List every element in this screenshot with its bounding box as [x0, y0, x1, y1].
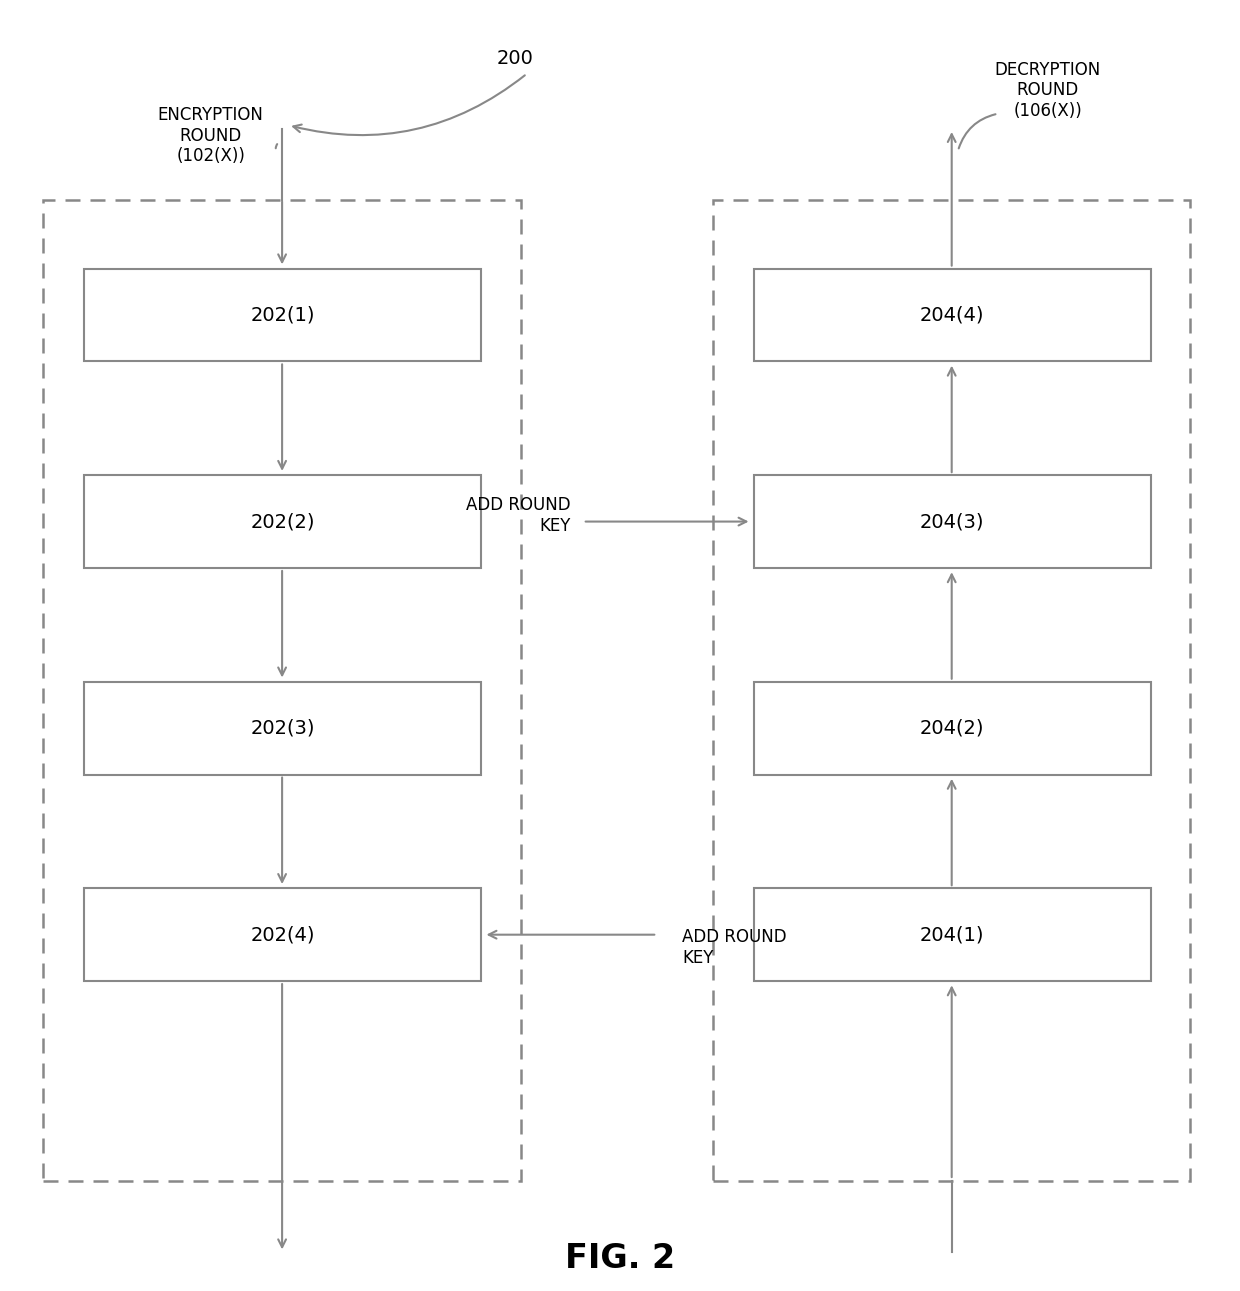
Text: ADD ROUND
KEY: ADD ROUND KEY: [682, 928, 786, 967]
Bar: [754, 682, 1151, 775]
Bar: [43, 200, 521, 1181]
Bar: [84, 269, 481, 361]
Text: 204(1): 204(1): [920, 926, 985, 944]
Text: 202(3): 202(3): [250, 719, 315, 737]
Text: 202(2): 202(2): [250, 513, 315, 531]
Text: ENCRYPTION
ROUND
(102(X)): ENCRYPTION ROUND (102(X)): [157, 106, 264, 165]
Text: FIG. 2: FIG. 2: [565, 1242, 675, 1276]
Bar: [84, 888, 481, 981]
Bar: [713, 200, 1190, 1181]
Text: ADD ROUND
KEY: ADD ROUND KEY: [466, 496, 570, 534]
Text: DECRYPTION
ROUND
(106(X)): DECRYPTION ROUND (106(X)): [994, 61, 1101, 120]
FancyArrowPatch shape: [293, 75, 525, 136]
Bar: [84, 682, 481, 775]
Bar: [754, 269, 1151, 361]
FancyArrowPatch shape: [959, 114, 996, 148]
Text: 202(1): 202(1): [250, 306, 315, 324]
Text: 200: 200: [496, 49, 533, 67]
Text: 202(4): 202(4): [250, 926, 315, 944]
Text: 204(3): 204(3): [920, 513, 985, 531]
Text: 204(2): 204(2): [920, 719, 985, 737]
Bar: [754, 888, 1151, 981]
Bar: [84, 475, 481, 568]
Text: 204(4): 204(4): [920, 306, 985, 324]
FancyArrowPatch shape: [275, 145, 278, 148]
Bar: [754, 475, 1151, 568]
